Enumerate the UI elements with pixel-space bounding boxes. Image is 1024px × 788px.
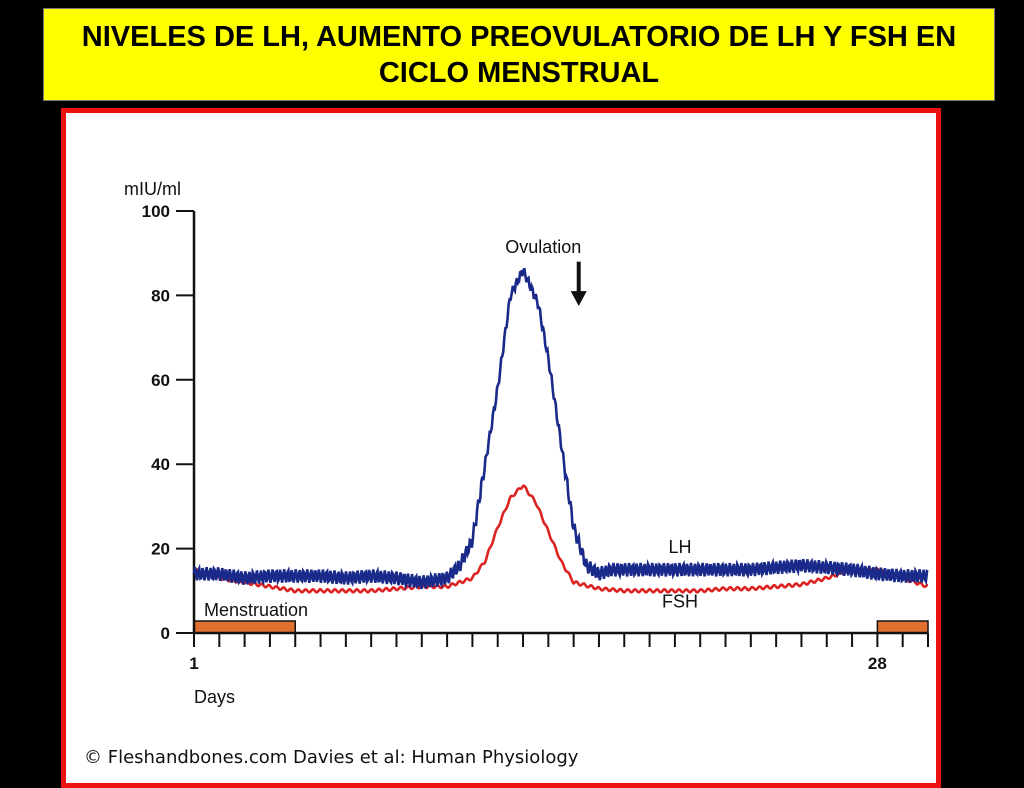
y-tick-label: 0 xyxy=(161,624,170,643)
lh-line xyxy=(192,267,929,591)
ovulation-arrow-icon xyxy=(570,291,587,306)
fsh-label: FSH xyxy=(662,592,698,612)
lh-label: LH xyxy=(668,537,691,557)
menstruation-bar xyxy=(876,620,929,634)
y-tick-label: 100 xyxy=(142,202,170,221)
menstruation-bar xyxy=(193,620,296,634)
x-tick-label: 1 xyxy=(189,654,198,673)
y-tick-label: 20 xyxy=(151,540,170,559)
x-tick-label: 28 xyxy=(868,654,887,673)
menstruation-label: Menstruation xyxy=(204,600,308,620)
x-axis-label: Days xyxy=(194,687,235,707)
credit-line: © Fleshandbones.com Davies et al: Human … xyxy=(84,747,579,768)
fsh-line xyxy=(193,484,929,594)
y-tick-label: 40 xyxy=(151,455,170,474)
ovulation-label: Ovulation xyxy=(505,237,581,257)
y-tick-label: 60 xyxy=(151,371,170,390)
title-banner: NIVELES DE LH, AUMENTO PREOVULATORIO DE … xyxy=(43,8,995,101)
y-axis-label: mIU/ml xyxy=(124,179,181,199)
y-tick-label: 80 xyxy=(151,286,170,305)
page-title: NIVELES DE LH, AUMENTO PREOVULATORIO DE … xyxy=(81,20,957,89)
chart-frame: mIU/ml Days © Fleshandbones.com Davies e… xyxy=(61,108,941,788)
hormone-chart: mIU/ml Days © Fleshandbones.com Davies e… xyxy=(84,179,929,768)
